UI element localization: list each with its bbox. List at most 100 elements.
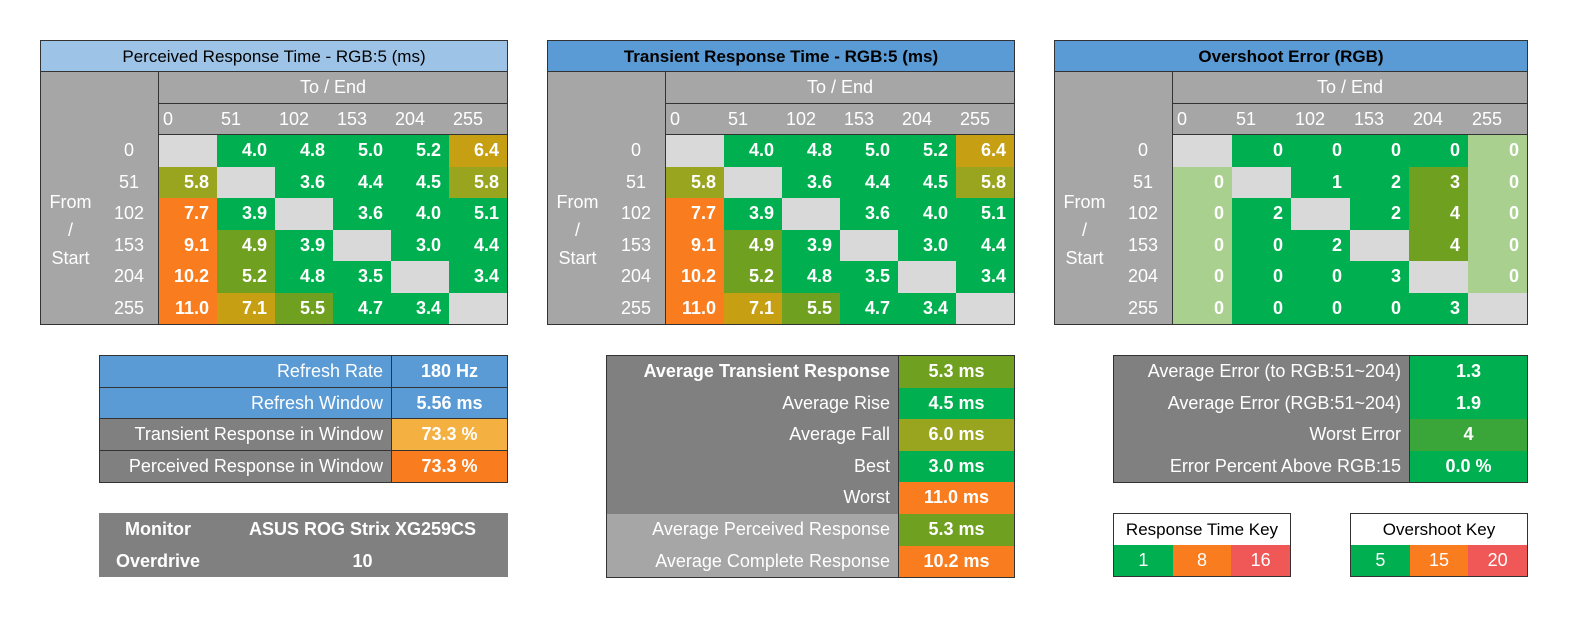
transient-col-label: 102 <box>782 103 840 135</box>
overshoot-corner <box>1055 72 1173 135</box>
heatmap-cell: 0 <box>1232 261 1291 293</box>
heatmap-cell: 3.4 <box>391 292 449 324</box>
heatmap-cell: 4.8 <box>275 261 333 293</box>
heatmap-cell: 5.8 <box>159 166 217 198</box>
heatmap-cell: 5.8 <box>956 166 1014 198</box>
overshoot-row-label: 255 <box>1114 292 1173 324</box>
heatmap-cell <box>1232 166 1291 198</box>
error-summary-table: Average Error (to RGB:51~204) 1.3 Average … <box>1113 355 1528 483</box>
overshoot-key: Overshoot Key 5 15 20 <box>1350 513 1528 577</box>
heatmap-cell: 5.5 <box>782 292 840 324</box>
heatmap-cell: 6.4 <box>449 135 507 167</box>
heatmap-cell: 3 <box>1409 166 1468 198</box>
heatmap-cell <box>159 135 217 167</box>
heatmap-cell: 0 <box>1291 135 1350 167</box>
heatmap-cell: 6.4 <box>956 135 1014 167</box>
heatmap-cell: 4.0 <box>724 135 782 167</box>
transient-summary-value: 10.2 ms <box>899 545 1014 578</box>
heatmap-cell: 3.9 <box>217 198 275 230</box>
heatmap-cell: 4.7 <box>333 292 391 324</box>
perceived-title: Perceived Response Time - RGB:5 (ms) <box>40 40 508 72</box>
refresh-summary-label: Transient Response in Window <box>100 419 392 451</box>
heatmap-cell: 7.1 <box>217 292 275 324</box>
response-key-swatch: 8 <box>1172 545 1232 576</box>
heatmap-cell: 0 <box>1468 166 1527 198</box>
heatmap-cell: 2 <box>1291 229 1350 261</box>
overshoot-row-label: 204 <box>1114 261 1173 293</box>
heatmap-cell: 3.6 <box>333 198 391 230</box>
heatmap-cell: 3.9 <box>782 229 840 261</box>
transient-corner <box>548 72 666 135</box>
overshoot-col-label: 51 <box>1232 103 1291 135</box>
transient-summary-value: 4.5 ms <box>899 387 1014 420</box>
error-summary-value: 1.9 <box>1410 387 1527 420</box>
transient-from-label: From / Start <box>548 135 608 324</box>
heatmap-cell: 10.2 <box>159 261 217 293</box>
heatmap-cell: 3.4 <box>898 292 956 324</box>
overshoot-col-label: 0 <box>1173 103 1232 135</box>
transient-row-label: 255 <box>607 292 666 324</box>
heatmap-cell: 5.0 <box>840 135 898 167</box>
heatmap-cell: 3 <box>1350 261 1409 293</box>
perceived-row-label: 255 <box>100 292 159 324</box>
heatmap-cell <box>333 229 391 261</box>
response-time-key: Response Time Key 1 8 16 <box>1113 513 1291 577</box>
heatmap-cell: 0 <box>1232 229 1291 261</box>
from-label-line: Start <box>51 247 90 268</box>
heatmap-cell: 2 <box>1350 198 1409 230</box>
transient-row-label: 102 <box>607 198 666 230</box>
transient-summary-label: Average Fall <box>607 419 899 451</box>
heatmap-cell <box>449 292 507 324</box>
heatmap-cell: 4.9 <box>217 229 275 261</box>
transient-row-label: 51 <box>607 166 666 198</box>
heatmap-cell <box>1291 198 1350 230</box>
heatmap-cell: 3.6 <box>782 166 840 198</box>
error-summary-label: Average Error (to RGB:51~204) <box>1114 356 1410 388</box>
error-summary-label: Average Error (RGB:51~204) <box>1114 387 1410 420</box>
heatmap-cell: 0 <box>1350 292 1409 324</box>
transient-summary-label: Average Transient Response <box>607 356 899 388</box>
overshoot-col-label: 255 <box>1468 103 1527 135</box>
perceived-col-label: 204 <box>391 103 449 135</box>
transient-summary-value: 5.3 ms <box>899 514 1014 546</box>
transient-summary-value: 6.0 ms <box>899 419 1014 451</box>
overshoot-row-label: 102 <box>1114 198 1173 230</box>
heatmap-cell: 10.2 <box>666 261 724 293</box>
heatmap-cell <box>898 261 956 293</box>
heatmap-cell: 4.0 <box>391 198 449 230</box>
perceived-row-label: 51 <box>100 166 159 198</box>
heatmap-cell: 0 <box>1173 198 1232 230</box>
perceived-row-label: 153 <box>100 229 159 261</box>
heatmap-cell: 0 <box>1291 292 1350 324</box>
heatmap-cell: 3.0 <box>391 229 449 261</box>
heatmap-cell: 0 <box>1173 229 1232 261</box>
overshoot-heatmap: To / End 0 51 102 153 204 255 From / Start 0 0 0 0 0 0 5… <box>1054 71 1528 325</box>
heatmap-cell <box>217 166 275 198</box>
heatmap-cell: 4.7 <box>840 292 898 324</box>
perceived-row-label: 0 <box>100 135 159 167</box>
heatmap-cell: 4.4 <box>333 166 391 198</box>
refresh-summary-value: 180 Hz <box>392 356 507 388</box>
heatmap-cell: 5.2 <box>724 261 782 293</box>
heatmap-cell <box>1468 292 1527 324</box>
heatmap-cell: 5.2 <box>217 261 275 293</box>
refresh-summary-label: Refresh Rate <box>100 356 392 388</box>
heatmap-cell: 4.8 <box>782 135 840 167</box>
from-label-line: From <box>556 191 599 212</box>
heatmap-cell: 0 <box>1409 135 1468 167</box>
heatmap-cell: 5.8 <box>666 166 724 198</box>
overshoot-key-title: Overshoot Key <box>1382 520 1496 539</box>
perceived-from-label: From / Start <box>41 135 101 324</box>
transient-summary-value: 3.0 ms <box>899 450 1014 483</box>
perceived-col-label: 153 <box>333 103 391 135</box>
error-summary-value: 4 <box>1410 419 1527 451</box>
heatmap-cell: 11.0 <box>666 292 724 324</box>
transient-summary-label: Average Complete Response <box>607 545 899 578</box>
heatmap-cell <box>1173 135 1232 167</box>
heatmap-cell: 4 <box>1409 198 1468 230</box>
heatmap-cell: 4.0 <box>898 198 956 230</box>
perceived-col-label: 102 <box>275 103 333 135</box>
response-key-swatch: 16 <box>1231 545 1290 576</box>
transient-heatmap: To / End 0 51 102 153 204 255 From / Start 0 4.0 4.8… <box>547 71 1015 325</box>
heatmap-cell: 3 <box>1409 292 1468 324</box>
